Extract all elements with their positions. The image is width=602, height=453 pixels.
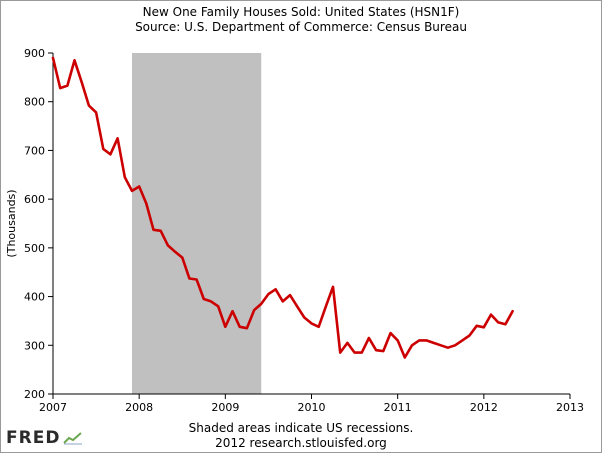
x-tick-label: 2011 [384,401,412,414]
x-tick-label: 2008 [125,401,153,414]
y-tick-label: 900 [24,47,45,60]
y-tick-label: 600 [24,193,45,206]
y-tick-label: 200 [24,388,45,401]
recession-note: Shaded areas indicate US recessions. [188,421,414,435]
y-tick-label: 400 [24,291,45,304]
x-tick-label: 2009 [211,401,239,414]
fred-logo[interactable]: FRED [6,428,83,448]
chart-source: Source: U.S. Department of Commerce: Cen… [135,20,467,34]
fred-logo-text: FRED [6,428,61,448]
y-tick-label: 800 [24,96,45,109]
x-tick-label: 2012 [470,401,498,414]
series-line [51,56,514,359]
chart-credit: 2012 research.stlouisfed.org [215,436,387,450]
x-tick-label: 2007 [39,401,67,414]
y-tick-label: 500 [24,242,45,255]
y-tick-label: 700 [24,144,45,157]
x-tick-label: 2013 [556,401,584,414]
y-axis-label: (Thousands) [5,189,18,257]
recession-band [131,53,262,394]
chart-title: New One Family Houses Sold: United State… [142,5,460,19]
chart-line-icon [63,432,83,445]
y-tick-label: 300 [24,339,45,352]
x-tick-label: 2010 [298,401,326,414]
